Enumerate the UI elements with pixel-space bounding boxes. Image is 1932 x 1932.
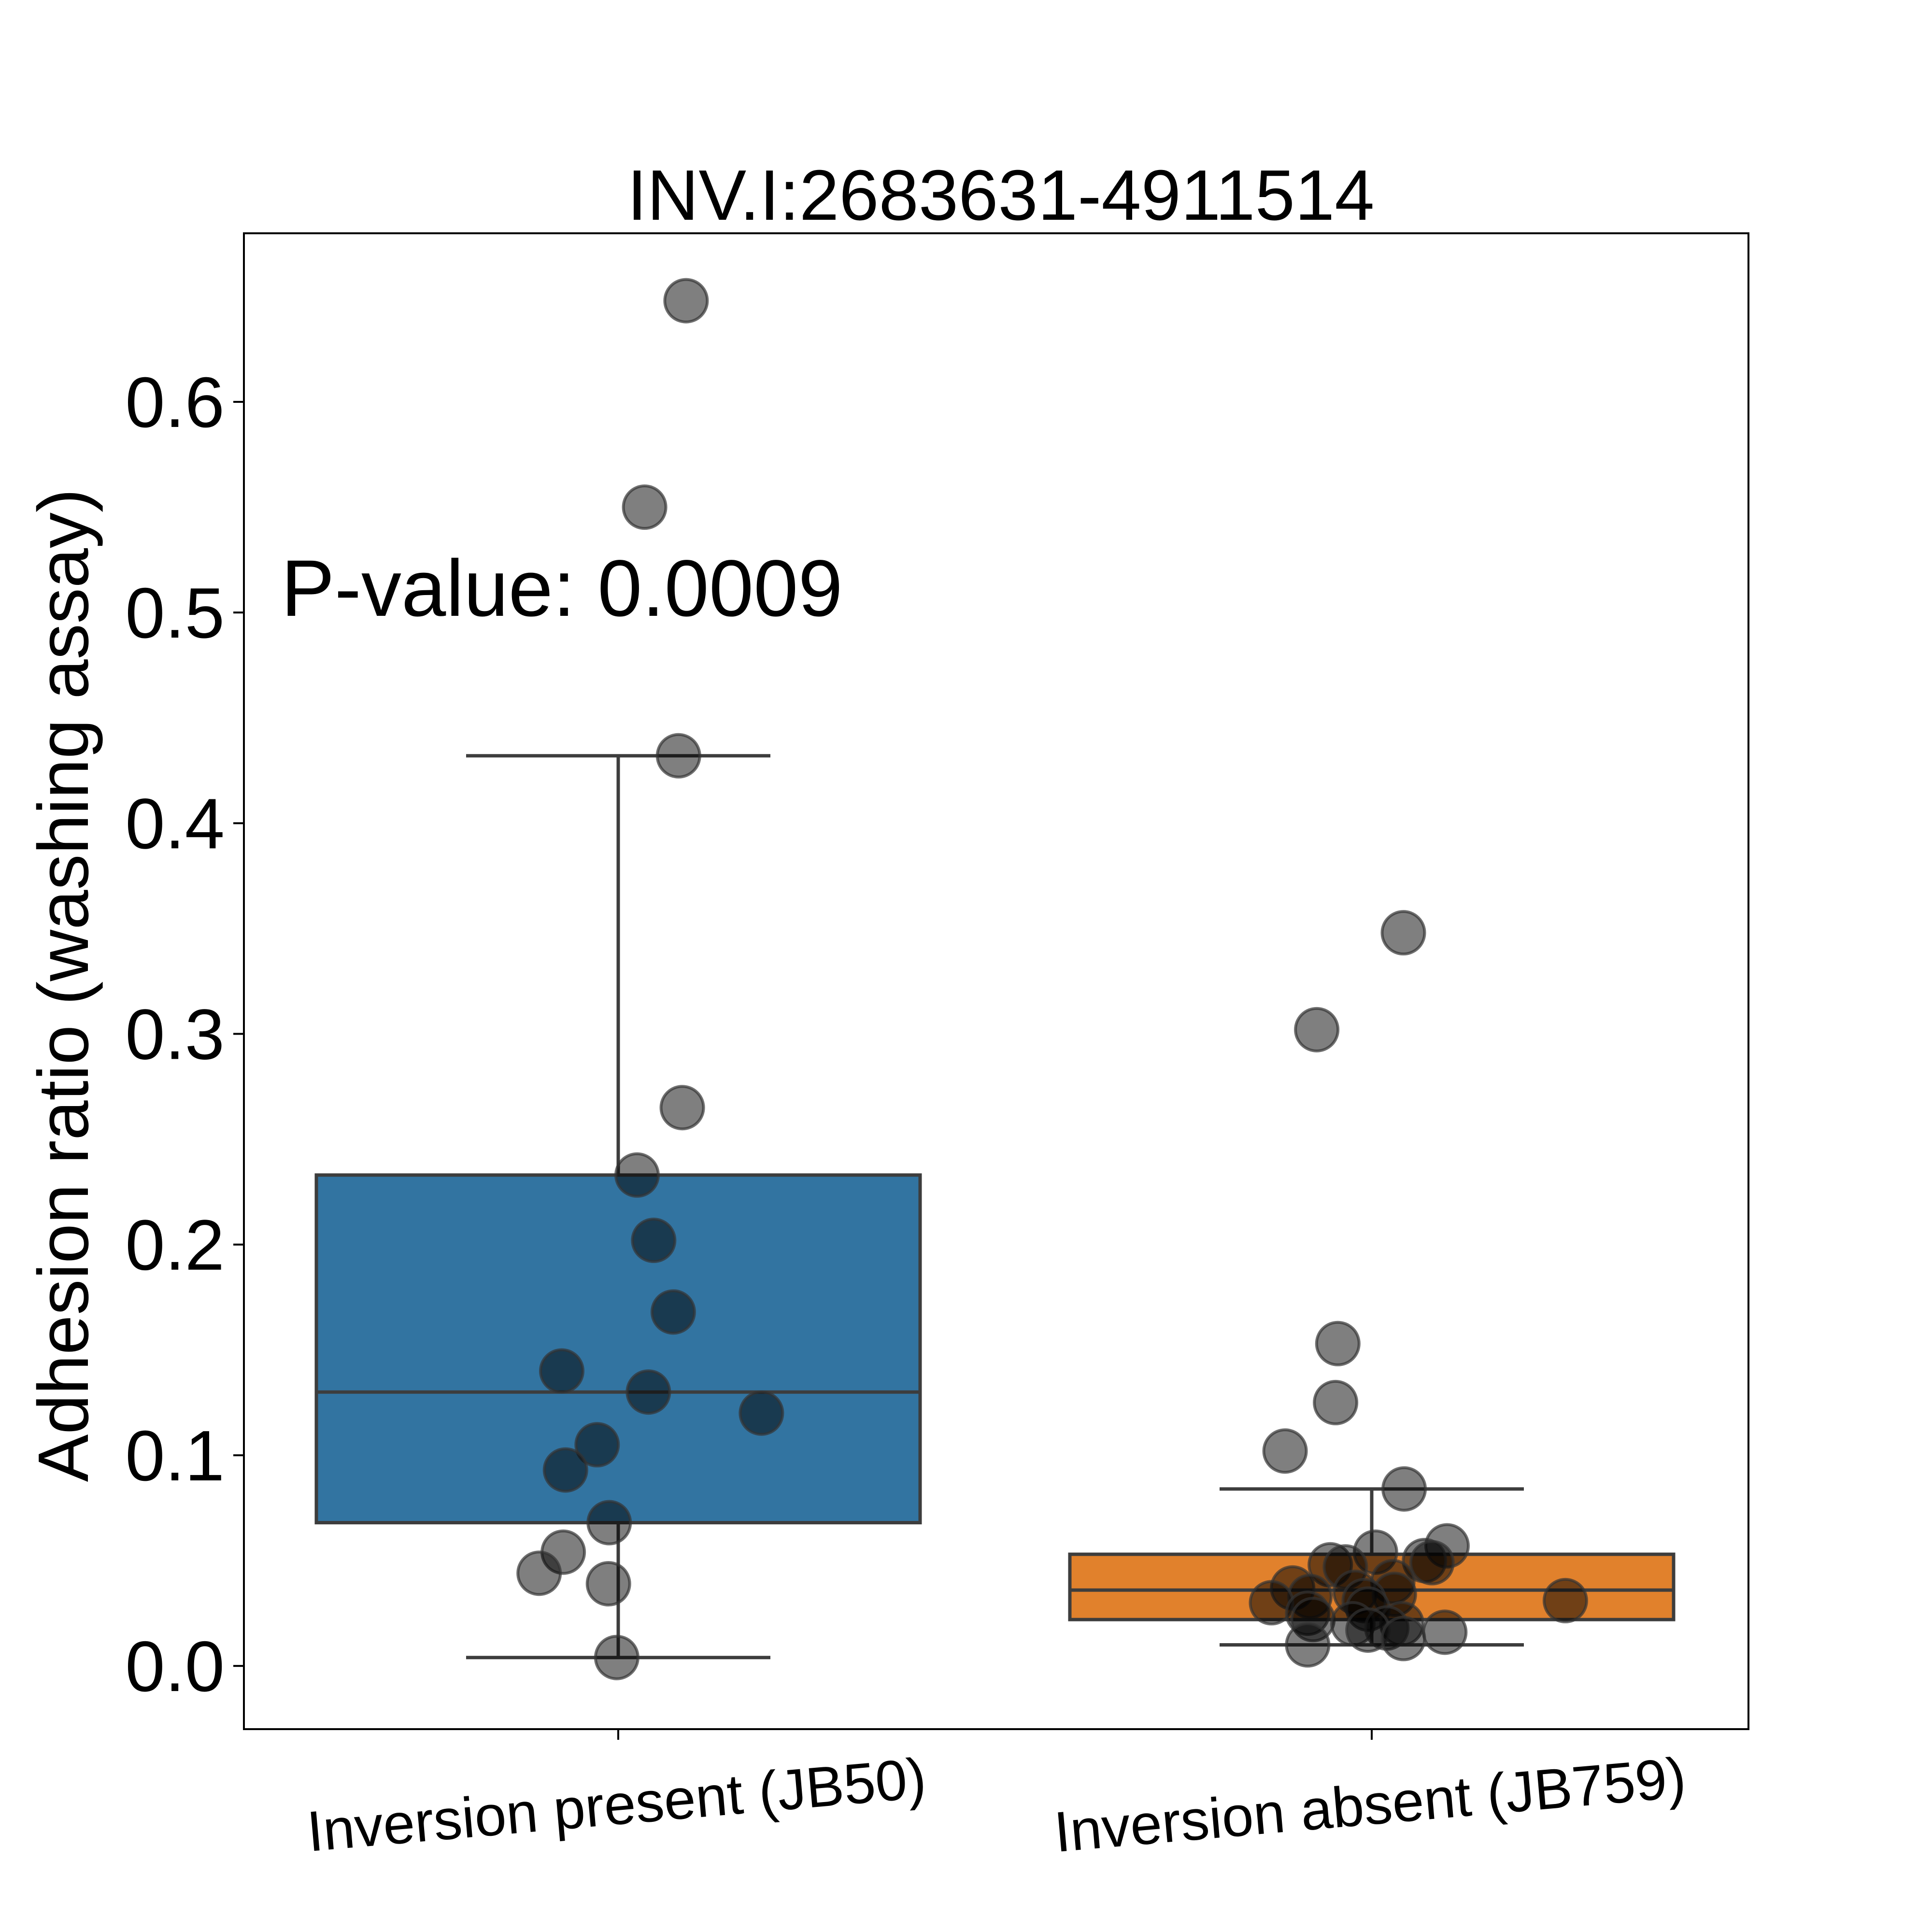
data-point xyxy=(585,1561,631,1607)
data-point xyxy=(1262,1428,1308,1474)
y-tick-label: 0.1 xyxy=(125,1416,225,1496)
data-point xyxy=(655,733,701,779)
data-point xyxy=(1313,1379,1359,1425)
plot-layer xyxy=(314,278,1676,1680)
y-tick-label: 0.2 xyxy=(125,1206,225,1285)
iqr-box xyxy=(314,1173,922,1525)
y-tick-label: 0.3 xyxy=(125,995,225,1075)
data-point xyxy=(1294,1007,1340,1052)
data-point xyxy=(614,1152,660,1198)
data-point xyxy=(663,278,709,324)
y-tick-label: 0.5 xyxy=(125,573,225,653)
box-group-1 xyxy=(314,754,922,1660)
plot-area-frame xyxy=(243,232,1749,1730)
data-point xyxy=(739,1390,784,1436)
data-point xyxy=(622,484,668,530)
y-tick-label: 0.6 xyxy=(125,363,225,442)
data-point xyxy=(1542,1577,1588,1623)
data-point xyxy=(625,1369,671,1415)
points-group-1 xyxy=(516,278,784,1680)
data-point xyxy=(631,1218,677,1264)
data-point xyxy=(574,1422,620,1468)
data-point xyxy=(1380,910,1426,956)
points-group-2 xyxy=(1249,910,1588,1668)
data-point xyxy=(586,1500,632,1546)
data-point xyxy=(650,1289,696,1335)
data-point xyxy=(1381,1466,1427,1512)
chart-title: INV.I:2683631-4911514 xyxy=(627,156,1374,235)
data-point xyxy=(542,1447,588,1493)
data-point xyxy=(1315,1321,1361,1366)
data-point xyxy=(539,1348,584,1394)
data-point xyxy=(1422,1609,1468,1655)
data-point xyxy=(594,1634,639,1680)
data-point xyxy=(659,1085,705,1131)
data-point xyxy=(516,1550,562,1596)
data-point xyxy=(1285,1622,1331,1668)
y-tick-label: 0.4 xyxy=(125,784,225,864)
p-value-annotation: P-value: 0.0009 xyxy=(281,544,843,633)
data-point xyxy=(1380,1616,1426,1662)
data-point xyxy=(1409,1540,1455,1586)
y-tick-label: 0.0 xyxy=(125,1627,225,1706)
y-axis-label: Adhesion ratio (washing assay) xyxy=(24,489,103,1482)
